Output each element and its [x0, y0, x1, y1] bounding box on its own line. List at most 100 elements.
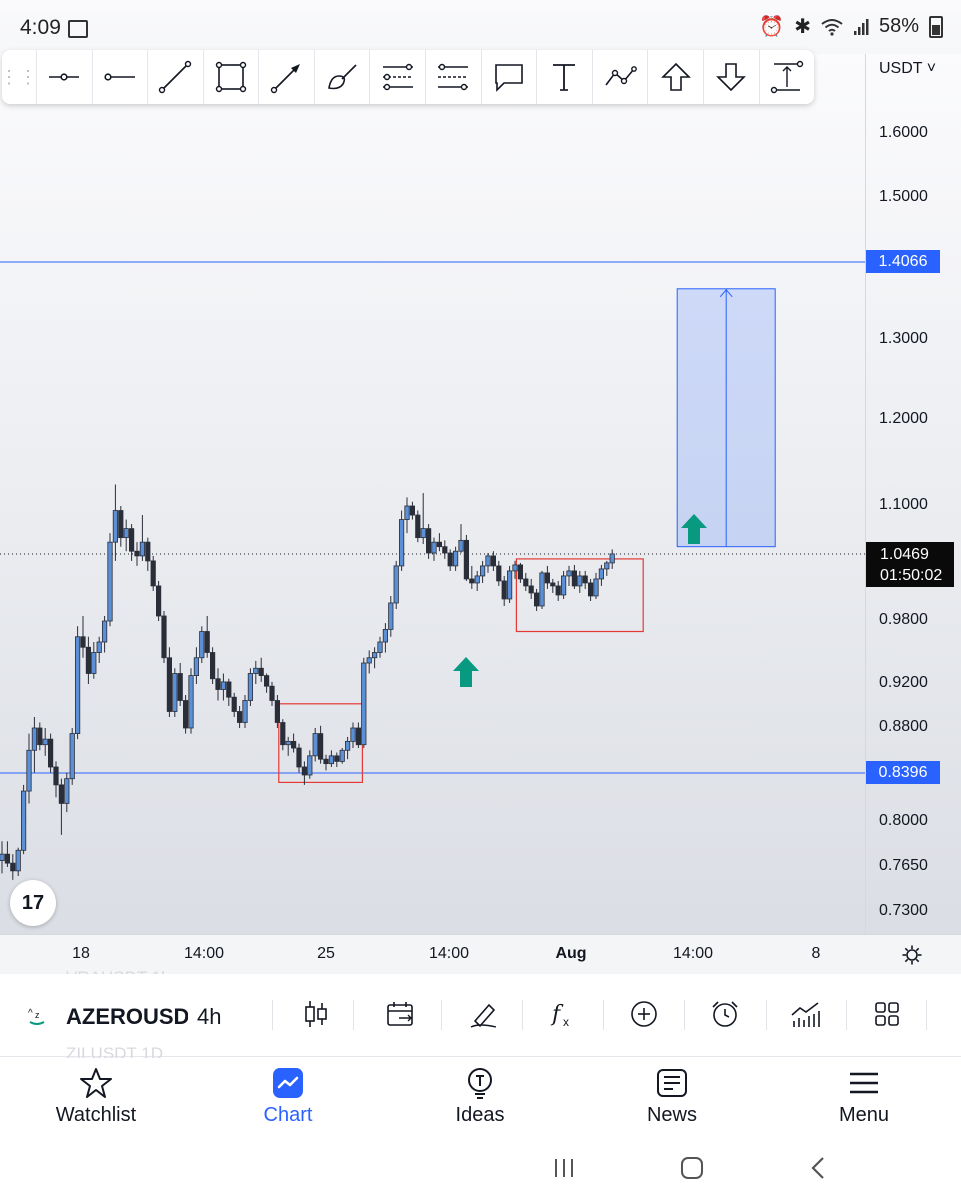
price-range-tool[interactable] [758, 50, 815, 104]
resistance-price-tag[interactable]: 1.4066 [866, 250, 940, 273]
support-price-tag[interactable]: 0.8396 [866, 761, 940, 784]
path-tool[interactable] [591, 50, 648, 104]
candle-body [166, 657, 172, 712]
rectangle-tool[interactable] [202, 50, 259, 104]
chart-settings-icon[interactable] [902, 945, 922, 965]
candle-body [285, 740, 291, 746]
back-icon[interactable] [810, 1156, 826, 1180]
time-label: 14:00 [428, 945, 470, 962]
arrow-tool[interactable] [258, 50, 314, 104]
candle-body [215, 678, 221, 690]
candle-body [139, 541, 145, 557]
tradingview-logo[interactable]: 17 [10, 880, 56, 926]
alerts-button[interactable] [705, 994, 745, 1034]
svg-text:x: x [563, 1015, 569, 1029]
date-range-button[interactable] [380, 994, 420, 1034]
drag-handle-icon[interactable]: ⋮⋮ [0, 66, 38, 87]
divider [522, 1000, 523, 1030]
price-chart[interactable] [0, 54, 865, 934]
lightbulb-icon [468, 1068, 492, 1099]
candle-body [409, 505, 416, 516]
candle-body [53, 766, 59, 786]
candle-body [209, 652, 216, 680]
brush-tool[interactable] [313, 50, 370, 104]
time-label: Aug [555, 945, 587, 962]
candle-body [447, 552, 453, 567]
parallel-channel-tool[interactable] [369, 50, 425, 104]
candle-body [598, 568, 605, 580]
candle-type-button[interactable] [296, 994, 336, 1034]
candle-body [307, 755, 313, 776]
price-label: 1.6000 [879, 124, 928, 141]
recent-apps-icon[interactable] [553, 1157, 575, 1179]
symbol-name[interactable]: AZEROUSDT [66, 1004, 188, 1029]
candle-body [323, 758, 329, 765]
interval-selector[interactable]: 4h [197, 1004, 222, 1029]
chart-area[interactable] [0, 54, 961, 974]
candle-body [177, 673, 183, 701]
horizontal-line-tool[interactable] [91, 50, 148, 104]
candle-body [220, 681, 226, 690]
candle-body [253, 667, 259, 674]
candle-body [226, 681, 232, 698]
regression-trend-tool[interactable] [425, 50, 481, 104]
candle-body [371, 652, 378, 659]
candle-body [393, 565, 399, 604]
home-icon[interactable] [680, 1156, 704, 1180]
divider [603, 1000, 604, 1030]
arrow-up-tool[interactable] [647, 50, 703, 104]
arrow-down-tool[interactable] [702, 50, 759, 104]
candle-body [280, 722, 286, 746]
nav-watchlist[interactable]: Watchlist [36, 1062, 156, 1127]
candle-body [123, 528, 129, 539]
candle-body [231, 696, 237, 712]
divider [441, 1000, 442, 1030]
candle-body [37, 727, 43, 746]
price-label: 0.9200 [879, 674, 928, 691]
battery-icon [929, 15, 943, 38]
candle-body [523, 578, 529, 587]
candle-body [247, 673, 253, 701]
time-label: 18 [72, 945, 90, 962]
price-label: 1.3000 [879, 330, 928, 347]
divider [353, 1000, 354, 1030]
time-label: 14:00 [183, 945, 225, 962]
nav-news[interactable]: News [612, 1062, 732, 1127]
candle-body [588, 582, 594, 597]
candle-body [312, 733, 318, 757]
candle-body [474, 575, 480, 584]
candle-body [463, 539, 470, 580]
drawings-button[interactable] [464, 994, 504, 1034]
candle-body [609, 553, 615, 564]
time-axis[interactable] [0, 934, 961, 975]
candle-body [431, 541, 437, 554]
divider [766, 1000, 767, 1030]
candle-body [242, 700, 248, 723]
candle-body [290, 740, 297, 749]
candle-body [317, 733, 324, 760]
nav-chart[interactable]: Chart [228, 1062, 348, 1127]
wifi-icon [821, 18, 843, 36]
trend-line-tool[interactable] [147, 50, 203, 104]
bluetooth-icon: ✱ [794, 16, 811, 38]
candle-body [528, 585, 534, 594]
candle-body [550, 582, 556, 587]
candle-body [96, 641, 102, 653]
horizontal-ray-tool[interactable] [36, 50, 92, 104]
nav-label: Watchlist [55, 1104, 137, 1126]
callout-tool[interactable] [480, 50, 537, 104]
candle-body [85, 646, 91, 674]
candle-body [490, 555, 497, 567]
compare-button[interactable] [624, 994, 664, 1034]
candle-body [269, 685, 275, 701]
candle-body [204, 631, 210, 653]
candle-body [344, 740, 351, 751]
currency-selector[interactable]: USDT ˅ [879, 60, 937, 77]
nav-ideas[interactable]: Ideas [420, 1062, 540, 1127]
text-tool[interactable] [536, 50, 592, 104]
nav-menu[interactable]: Menu [804, 1062, 924, 1127]
layout-button[interactable] [867, 994, 907, 1034]
financials-button[interactable] [786, 994, 826, 1034]
price-label: 1.1000 [879, 496, 928, 513]
